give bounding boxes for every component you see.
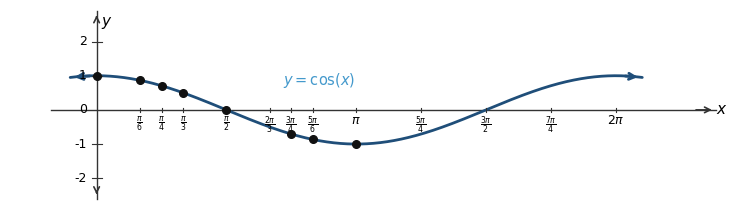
Text: $\frac{\pi}{2}$: $\frac{\pi}{2}$ [223, 114, 230, 133]
Text: $\frac{3\pi}{2}$: $\frac{3\pi}{2}$ [480, 114, 492, 136]
Text: $\frac{7\pi}{4}$: $\frac{7\pi}{4}$ [545, 114, 557, 136]
Text: -1: -1 [75, 138, 87, 151]
Text: $\frac{\pi}{6}$: $\frac{\pi}{6}$ [137, 114, 143, 133]
Text: $\frac{\pi}{4}$: $\frac{\pi}{4}$ [158, 114, 165, 133]
Text: $\pi$: $\pi$ [352, 114, 361, 127]
Text: 2: 2 [79, 35, 87, 48]
Text: $\frac{2\pi}{3}$: $\frac{2\pi}{3}$ [264, 114, 276, 136]
Text: $x$: $x$ [716, 102, 728, 117]
Text: $\frac{5\pi}{6}$: $\frac{5\pi}{6}$ [307, 114, 319, 136]
Text: $y$: $y$ [101, 15, 113, 31]
Text: -2: -2 [75, 172, 87, 185]
Text: $2\pi$: $2\pi$ [607, 114, 625, 127]
Text: 0: 0 [79, 103, 87, 116]
Text: $y = \cos(x)$: $y = \cos(x)$ [283, 71, 355, 90]
Text: $\frac{\pi}{3}$: $\frac{\pi}{3}$ [180, 114, 186, 133]
Text: $\frac{3\pi}{4}$: $\frac{3\pi}{4}$ [286, 114, 298, 136]
Text: $\frac{5\pi}{4}$: $\frac{5\pi}{4}$ [415, 114, 427, 136]
Text: 1: 1 [79, 69, 87, 82]
